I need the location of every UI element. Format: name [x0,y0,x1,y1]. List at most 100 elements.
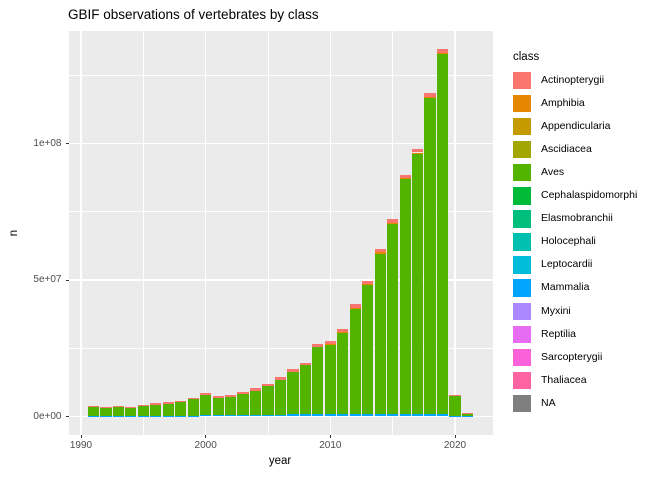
bar-segment-actinopterygii [87,405,100,407]
bar-segment-aves [424,98,436,414]
bar-segment-aves [87,406,100,417]
legend-swatch [513,94,531,113]
bar-segment-mammalia [212,415,224,417]
bar-segment-aves [312,347,324,415]
bar-segment-actinopterygii [100,406,112,408]
bar-segment-aves [150,404,162,417]
bar-segment-mammalia [424,413,436,417]
legend-label: Holocephali [541,235,596,248]
x-tick-mark [329,435,331,438]
bar-segment-mammalia [412,414,424,417]
legend-key-na: NA [513,394,672,413]
bar-segment-actinopterygii [374,249,386,253]
bar-segment-aves [212,397,224,416]
bar-segment-mammalia [349,413,361,417]
legend-swatch [513,256,531,274]
x-axis-title: year [268,455,292,467]
y-minor-gridline [68,211,493,213]
bar-segment-actinopterygii [424,93,436,97]
legend-key-reptilia: Reptilia [513,325,672,344]
x-tick-mark [80,435,82,438]
bar-segment-amphibia [387,222,399,225]
bar-segment-aves [387,224,399,415]
legend-label: Elasmobranchii [541,212,613,225]
bar-segment-aves [187,399,199,417]
bar-segment-aves [461,412,474,417]
legend-label: Ascidiacea [541,142,592,155]
legend-swatch [513,71,531,90]
legend-swatch [513,279,531,297]
legend-swatch [513,348,531,367]
legend-label: Aves [541,165,565,178]
bar-segment-actinopterygii [162,402,174,404]
y-minor-gridline [68,347,493,349]
bar-segment-actinopterygii [412,149,424,153]
legend-swatch [513,117,531,136]
legend-key-elasmobranchii: Elasmobranchii [513,210,672,228]
y-tick-mark [65,416,69,417]
legend-key-holocephali: Holocephali [513,233,672,251]
legend-swatch [513,371,531,390]
bar-segment-mammalia [312,414,324,417]
bar-segment-mammalia [274,414,287,417]
bar-segment-aves [324,344,336,415]
bar-segment-aves [374,253,386,415]
legend-label: Amphibia [541,96,585,109]
bar-segment-actinopterygii [200,393,212,396]
bar-segment-mammalia [337,414,349,417]
bar-segment-actinopterygii [237,391,249,394]
y-major-gridline [68,142,493,145]
legend-label: NA [541,396,556,409]
bar-segment-amphibia [424,96,436,99]
bar-segment-actinopterygii [362,280,374,285]
legend-label: Appendicularia [541,119,611,132]
bar-segment-actinopterygii [387,219,399,223]
legend-key-mammalia: Mammalia [513,279,672,297]
legend-key-actinopterygii: Actinopterygii [513,71,672,90]
bar-segment-actinopterygii [299,362,311,366]
bar-segment-mammalia [324,414,336,417]
bar-segment-aves [125,407,137,417]
bar-segment-actinopterygii [249,388,262,391]
bar-segment-mammalia [387,414,399,417]
bar-segment-aves [249,390,262,415]
y-major-gridline [68,415,493,418]
bar-segment-aves [262,386,274,415]
legend-swatch [513,394,531,413]
bar-segment-actinopterygii [287,369,299,373]
bar-segment-aves [337,332,349,415]
bar-segment-actinopterygii [125,406,137,408]
bar-segment-mammalia [225,415,237,417]
bar-segment-mammalia [299,414,311,417]
bar-segment-aves [287,372,299,415]
bar-segment-aves [100,407,112,417]
x-major-gridline [80,31,82,435]
bar-segment-mammalia [237,414,249,417]
bar-segment-aves [175,402,187,417]
x-tick-label: 2000 [194,439,217,451]
legend-key-amphibia: Amphibia [513,94,672,113]
legend-key-aves: Aves [513,163,672,182]
bar-segment-actinopterygii [212,396,224,398]
bar-segment-aves [137,406,149,417]
y-major-gridline [68,279,493,281]
legend-label: Reptilia [541,327,577,340]
bar-segment-actinopterygii [187,397,199,400]
legend-label: Thaliacea [541,373,587,386]
y-tick-label: 5e+07 [33,274,62,285]
legend: class Actinopterygii Amphibia Appendicular… [513,0,672,480]
bar-segment-aves [449,395,461,416]
legend-key-myxini: Myxini [513,302,672,321]
x-tick-label: 2020 [443,439,467,451]
legend-title: class [513,51,540,63]
bar-segment-actinopterygii [112,406,124,408]
bar-segment-mammalia [249,414,262,417]
bar-segment-amphibia [337,331,349,333]
bar-segment-actinopterygii [150,403,162,405]
x-tick-mark [205,435,207,438]
x-tick-label: 2010 [319,439,342,451]
bar-segment-mammalia [362,414,374,417]
x-tick-mark [454,435,456,438]
bar-segment-aves [112,407,124,417]
bar-segment-mammalia [399,414,411,417]
